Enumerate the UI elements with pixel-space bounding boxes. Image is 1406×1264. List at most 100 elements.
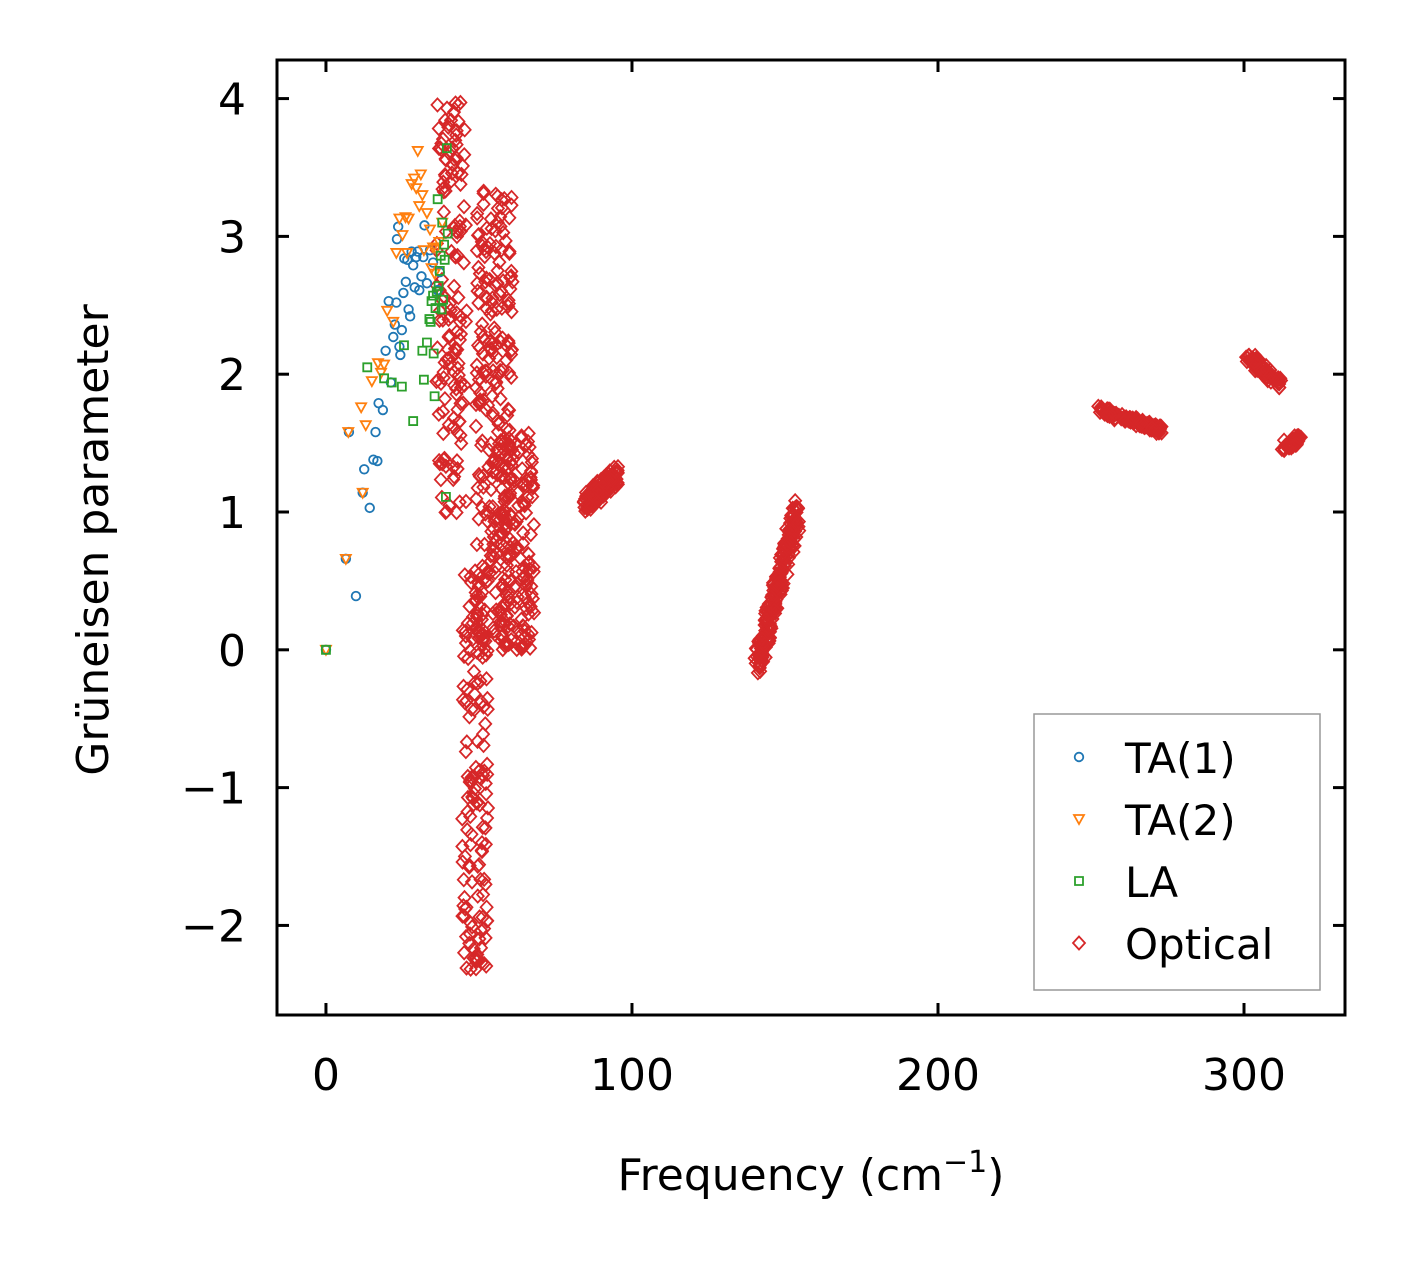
data-point [519, 575, 534, 592]
data-point [452, 218, 468, 235]
data-point [478, 785, 494, 802]
data-point [603, 471, 618, 488]
data-point [458, 628, 474, 644]
data-point [470, 733, 485, 750]
data-point [417, 345, 428, 356]
data-point [510, 540, 525, 557]
data-point [492, 362, 508, 379]
data-point [377, 404, 389, 416]
data-point [524, 450, 540, 467]
legend-marker [1071, 935, 1087, 951]
data-point [495, 440, 511, 457]
data-point [476, 737, 491, 754]
data-point [446, 278, 462, 295]
data-point [492, 208, 508, 225]
data-point [435, 455, 450, 472]
data-point [477, 536, 492, 553]
data-point [488, 602, 504, 618]
data-point [380, 345, 391, 356]
y-axis-label: Grüneisen parameter [68, 303, 119, 775]
data-point [430, 303, 441, 313]
data-point [455, 854, 470, 870]
series-ta-2- [319, 146, 449, 657]
data-point [495, 330, 510, 346]
data-point [459, 734, 475, 750]
data-point [760, 621, 775, 637]
legend-label: Optical [1125, 920, 1273, 969]
data-point [437, 217, 448, 228]
data-point [458, 635, 474, 651]
data-point [485, 620, 501, 636]
data-point [457, 848, 473, 865]
data-point [407, 260, 419, 271]
data-point [481, 350, 497, 367]
data-point [412, 201, 426, 213]
data-point [476, 196, 491, 213]
plot-frame [275, 58, 1347, 1017]
data-point [493, 390, 508, 407]
data-point [456, 944, 472, 961]
data-point [505, 451, 521, 468]
data-point [449, 122, 464, 139]
data-point [475, 499, 490, 516]
data-point [359, 464, 370, 475]
data-point [519, 472, 534, 488]
legend-label: TA(1) [1124, 734, 1236, 783]
data-point [429, 391, 440, 402]
data-point [475, 558, 490, 575]
data-point [497, 522, 512, 538]
data-point [591, 482, 606, 499]
data-point [1276, 442, 1292, 459]
data-point [469, 205, 485, 222]
data-point [483, 211, 499, 227]
data-point [409, 183, 423, 196]
data-point [485, 498, 500, 515]
y-tick-label: −1 [181, 764, 246, 815]
y-tick-label: 4 [218, 75, 246, 126]
data-point [504, 441, 520, 458]
data-point [492, 286, 507, 303]
data-point [500, 298, 516, 315]
data-point [429, 243, 443, 256]
data-point [520, 545, 536, 562]
data-point [486, 453, 501, 470]
data-point [582, 497, 597, 514]
data-point [770, 576, 785, 593]
data-point [484, 523, 499, 540]
data-point [416, 271, 427, 282]
data-point [422, 337, 432, 348]
data-point [432, 194, 443, 205]
data-point [446, 468, 462, 485]
data-point [515, 495, 531, 511]
data-point [1144, 420, 1160, 436]
data-point [457, 146, 472, 163]
data-point [359, 420, 373, 433]
data-point [470, 480, 485, 496]
data-point [458, 743, 474, 760]
data-point [509, 513, 524, 530]
data-point [515, 525, 531, 541]
data-point [448, 132, 463, 149]
data-point [487, 320, 502, 336]
data-point [473, 871, 488, 888]
data-point [354, 402, 368, 415]
data-point [752, 663, 768, 680]
data-point [437, 390, 453, 407]
data-point [495, 576, 510, 593]
data-point [486, 547, 501, 564]
data-point [350, 590, 362, 602]
data-point [498, 232, 513, 249]
data-point [490, 466, 505, 483]
data-point [754, 642, 770, 658]
data-point [478, 716, 493, 732]
data-point [507, 579, 522, 596]
data-point [1133, 415, 1149, 432]
data-point [392, 221, 404, 232]
data-point [468, 418, 484, 435]
data-point [462, 774, 477, 790]
data-point [479, 913, 495, 929]
data-point [438, 294, 449, 305]
data-point [417, 245, 431, 258]
data-point [469, 365, 485, 381]
data-point [514, 461, 530, 477]
